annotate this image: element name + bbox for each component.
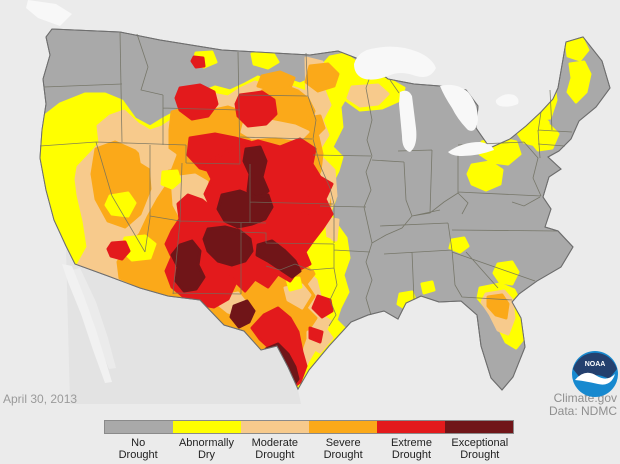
legend-swatch-extreme [377,421,445,433]
map-date: April 30, 2013 [3,392,78,406]
legend-swatch-no-drought [105,421,173,433]
credit-data-source: Data: NDMC [548,404,617,418]
drought-legend: No Drought Abnormally Dry Moderate Drought … [104,420,514,461]
state-borders [39,31,573,327]
great-lakes [354,46,519,156]
legend-label-abnormally-dry: Abnormally Dry [178,437,234,461]
legend-swatch-moderate [241,421,309,433]
legend-swatch-severe [309,421,377,433]
legend-label-exceptional: Exceptional Drought [451,437,509,461]
noaa-logo[interactable]: NOAA [571,350,619,398]
canada-coast-shape [26,0,72,26]
legend-color-bar [104,420,514,434]
legend-label-no-drought: No Drought [118,437,158,461]
mexico-landmass [62,248,301,404]
us-drought-map [26,0,611,404]
legend-label-extreme: Extreme Drought [390,437,432,461]
noaa-logo-text: NOAA [585,361,606,368]
legend-swatch-abnormally-dry [173,421,241,433]
legend-labels: No Drought Abnormally Dry Moderate Drought … [104,437,514,461]
legend-label-severe: Severe Drought [323,437,363,461]
legend-swatch-exceptional [445,421,513,433]
legend-label-moderate: Moderate Drought [251,437,299,461]
